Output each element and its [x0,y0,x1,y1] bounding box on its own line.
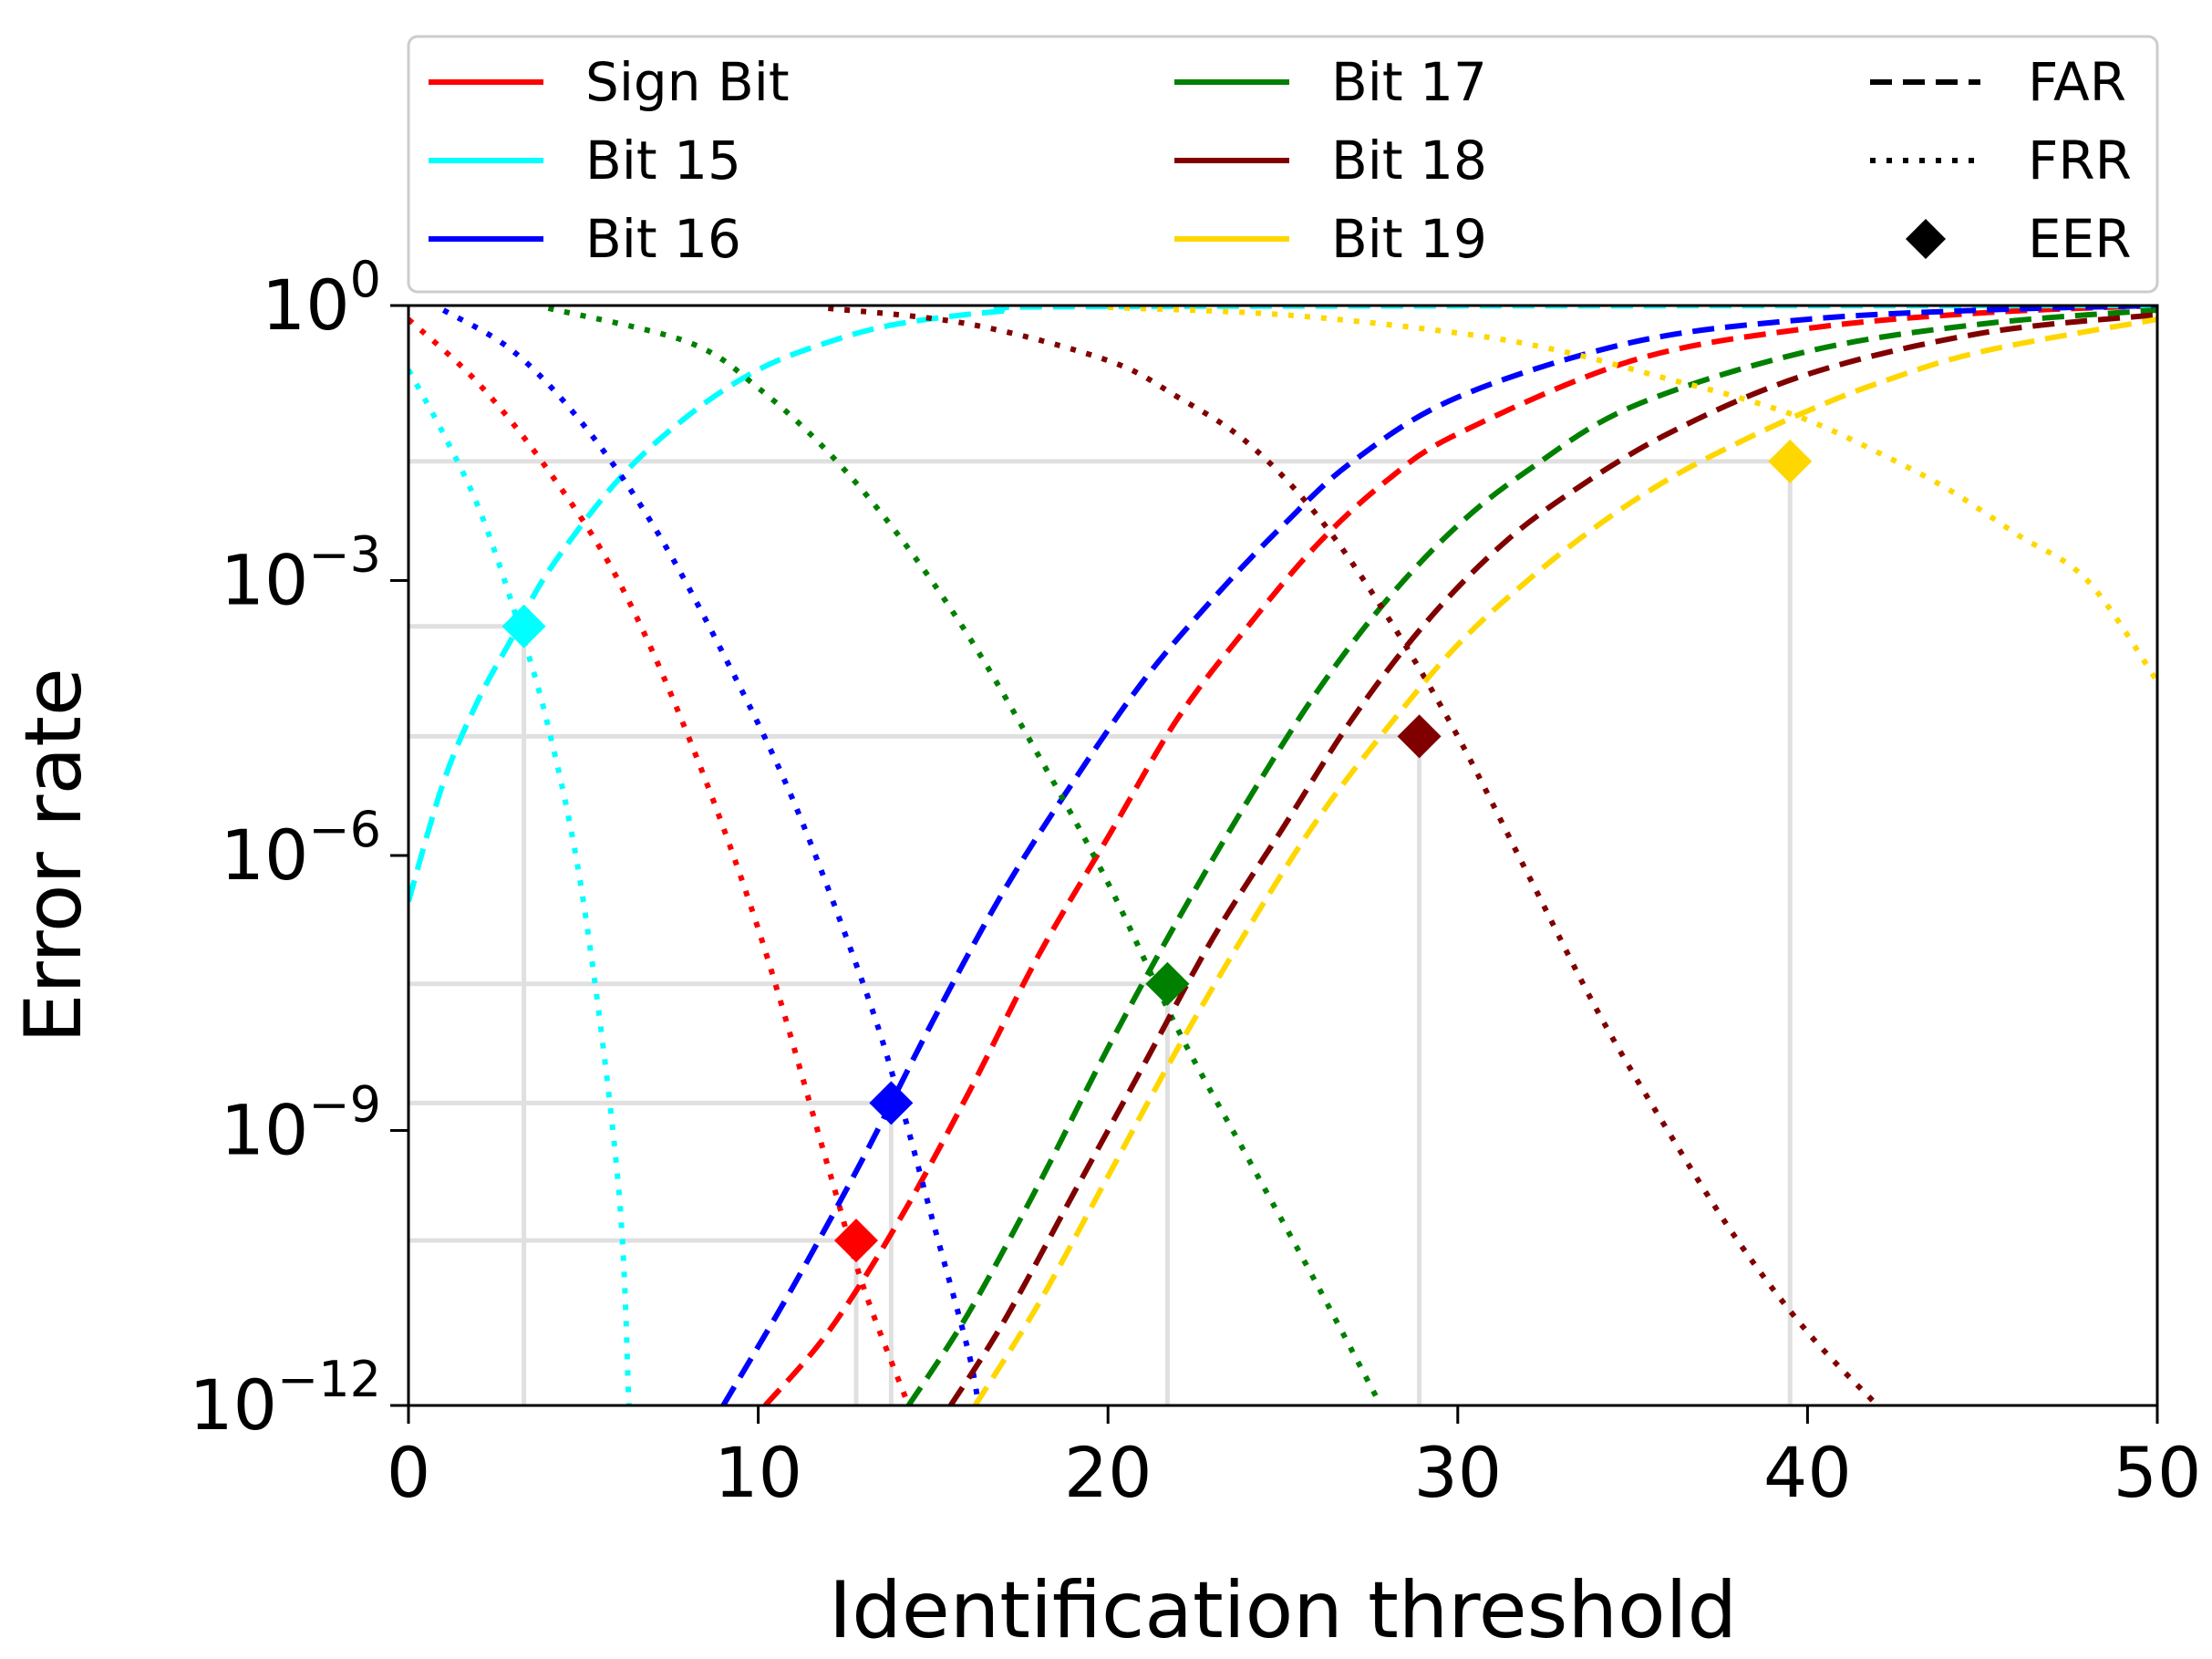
y-tick-label: 10−6 [221,801,381,896]
x-tick-label: 50 [2114,1432,2202,1513]
y-axis: 100 10−3 10−6 10−9 10−12 [189,251,408,1446]
far-line-sign-bit [763,306,2157,1405]
legend-label: Bit 17 [1331,51,1487,113]
y-tick-label: 10−12 [189,1351,381,1446]
far-line-bit-15 [408,306,2157,903]
x-tick-label: 10 [714,1432,802,1513]
frr-line-bit-15 [408,368,632,1405]
far-line-bit-18 [948,312,2157,1405]
frr-line-bit-19 [1108,306,2157,683]
eer-marker-bit-17 [1145,961,1190,1006]
eer-grid-lines [408,459,1793,1405]
x-tick-label: 40 [1763,1432,1852,1513]
far-line-bit-19 [972,316,2157,1405]
legend-label: EER [2028,208,2132,270]
far-line-bit-16 [720,306,2157,1405]
eer-markers [501,439,1813,1263]
x-tick-label: 30 [1413,1432,1502,1513]
x-axis: 0 10 20 30 40 50 [387,1405,2202,1513]
eer-marker-bit-15 [501,604,546,648]
eer-marker-bit-16 [869,1081,914,1125]
legend: Sign Bit Bit 15 Bit 16 Bit 17 Bit 18 Bit 19 FA… [407,35,2159,294]
legend-label: Bit 15 [585,130,741,192]
legend-swatch [1906,219,1946,259]
x-tick-label: 0 [387,1432,430,1513]
y-axis-title: Error rate [8,668,99,1043]
eer-marker-bit-18 [1397,714,1442,759]
legend-label: Bit 19 [1331,208,1487,270]
y-tick-label: 10−3 [221,526,381,621]
x-axis-title: Identification threshold [829,1565,1737,1656]
y-tick-label: 100 [262,251,381,346]
frr-line-bit-18 [827,306,1880,1405]
x-tick-label: 20 [1064,1432,1153,1513]
eer-marker-sign-bit [834,1218,879,1263]
eer-marker-bit-19 [1768,439,1813,483]
legend-frame [407,35,2159,294]
legend-label: FAR [2028,51,2126,113]
legend-label: Sign Bit [585,51,790,113]
legend-label: Bit 16 [585,208,741,270]
legend-label: FRR [2028,130,2132,192]
y-tick-label: 10−9 [221,1076,381,1171]
legend-label: Bit 18 [1331,130,1487,192]
